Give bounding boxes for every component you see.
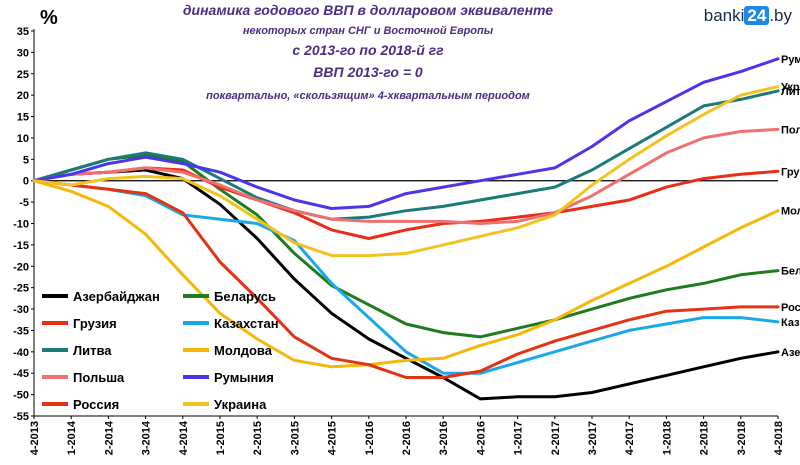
x-tick-label: 1-2018 — [661, 421, 673, 455]
y-tick-label: -45 — [13, 368, 29, 380]
y-tick-label: -15 — [13, 240, 29, 252]
series-end-label: Укр — [781, 82, 800, 94]
chart-title-line: поквартально, «скользящим» 4-хквартальны… — [206, 90, 530, 102]
series-line — [32, 179, 780, 369]
y-tick-label: 0 — [23, 176, 29, 188]
series-end-label: Мол — [781, 206, 800, 218]
site-logo: banki 24 .by — [704, 6, 792, 26]
legend-label: Беларусь — [214, 289, 276, 304]
x-tick-label: 3-2018 — [736, 421, 748, 455]
y-tick-label: 30 — [17, 47, 29, 59]
x-tick-label: 4-2013 — [29, 421, 41, 455]
series-end-label: Азе — [781, 347, 800, 359]
logo-text-pre: banki — [703, 6, 745, 25]
series-end-label: Рум — [781, 54, 800, 66]
chart-title-line: ВВП 2013-го = 0 — [313, 64, 423, 80]
series-end-label: Рос — [781, 302, 800, 314]
x-tick-label: 4-2014 — [178, 420, 190, 455]
series-line — [32, 85, 780, 258]
y-tick-label: -50 — [13, 390, 29, 402]
series-line — [32, 179, 780, 375]
x-tick-label: 3-2015 — [289, 421, 301, 455]
chart-title-line: с 2013-го по 2018-й гг — [292, 42, 444, 58]
y-tick-label: 15 — [17, 112, 29, 124]
y-tick-label: -30 — [13, 304, 29, 316]
legend-label: Украина — [214, 397, 267, 412]
y-unit-label: % — [40, 7, 58, 29]
series-line — [32, 127, 780, 225]
legend-label: Азербайджан — [73, 289, 160, 304]
y-tick-label: -40 — [13, 347, 29, 359]
y-tick-label: -25 — [13, 283, 29, 295]
y-tick-label: -20 — [13, 261, 29, 273]
x-tick-label: 2-2018 — [699, 421, 711, 455]
x-tick-label: 3-2017 — [587, 421, 599, 455]
y-tick-label: -10 — [13, 219, 29, 231]
y-tick-label: 20 — [17, 90, 29, 102]
series-end-label: Каз — [781, 317, 800, 329]
x-tick-label: 3-2014 — [141, 420, 153, 455]
y-tick-label: 25 — [17, 69, 29, 81]
legend-label: Литва — [73, 343, 112, 358]
y-tick-label: -5 — [19, 197, 29, 209]
series-end-label: Пол — [781, 124, 800, 136]
y-tick-label: 5 — [23, 154, 29, 166]
y-tick-label: -35 — [13, 325, 29, 337]
x-tick-label: 1-2016 — [364, 421, 376, 455]
series-line — [32, 166, 780, 240]
x-tick-label: 4-2018 — [773, 421, 785, 455]
x-tick-label: 2-2016 — [401, 421, 413, 455]
legend-label: Молдова — [214, 343, 273, 358]
series-line — [32, 168, 780, 401]
legend-label: Россия — [73, 397, 119, 412]
legend-label: Румыния — [214, 370, 274, 385]
series-line — [32, 89, 780, 221]
series-line — [32, 57, 780, 210]
y-tick-label: 10 — [17, 133, 29, 145]
series-end-label: Бел — [781, 266, 800, 278]
x-tick-label: 4-2017 — [624, 421, 636, 455]
series-line — [32, 179, 780, 379]
logo-text-box: 24 — [744, 6, 770, 25]
logo-text-post: .by — [769, 6, 792, 25]
series-line — [32, 153, 780, 339]
legend-label: Казахстан — [214, 316, 279, 331]
x-tick-label: 4-2016 — [475, 421, 487, 455]
y-tick-label: 35 — [17, 26, 29, 38]
legend-label: Грузия — [73, 316, 117, 331]
x-tick-label: 1-2017 — [513, 421, 525, 455]
legend-label: Польша — [73, 370, 125, 385]
x-tick-label: 2-2017 — [550, 421, 562, 455]
x-tick-label: 1-2015 — [215, 421, 227, 455]
x-tick-label: 4-2015 — [327, 421, 339, 455]
y-tick-label: -55 — [13, 411, 29, 423]
x-tick-label: 1-2014 — [66, 420, 78, 455]
chart-title-line: динамика годового ВВП в долларовом эквив… — [183, 2, 553, 18]
x-tick-label: 3-2016 — [438, 421, 450, 455]
series-end-label: Гру — [781, 166, 800, 178]
chart-title-line: некоторых стран СНГ и Восточной Европы — [243, 25, 494, 37]
x-tick-label: 2-2014 — [103, 420, 115, 455]
series-end-label: Лит — [781, 86, 800, 98]
x-tick-label: 2-2015 — [252, 421, 264, 455]
